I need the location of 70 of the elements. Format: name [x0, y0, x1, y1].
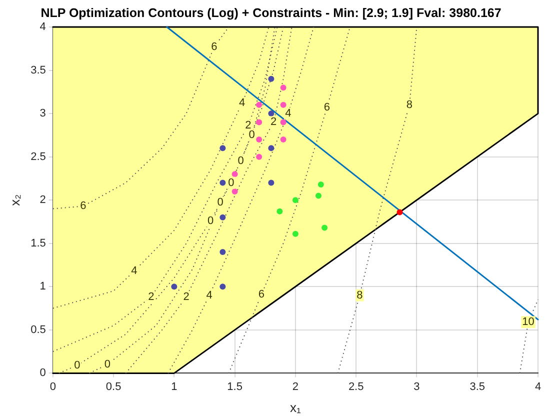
point	[268, 145, 274, 152]
y-tick-label: 4	[40, 21, 46, 34]
y-tick-label: 3	[40, 108, 46, 120]
point	[256, 136, 262, 143]
y-tick-label: 1	[40, 280, 46, 293]
line-series	[52, 26, 270, 309]
point	[280, 119, 286, 126]
x-tick-label: 2	[292, 380, 299, 393]
y-tick-label: 3.5	[30, 64, 46, 76]
point	[318, 182, 324, 188]
annotation: 4	[206, 289, 212, 302]
point	[171, 284, 178, 290]
point	[220, 145, 226, 152]
x-tick-label: 0	[50, 380, 56, 393]
y-axis-title: x₂	[7, 194, 22, 206]
annotation: 4	[131, 265, 138, 278]
y-tick-label: 1.5	[30, 237, 46, 250]
point	[280, 84, 286, 91]
x-tick-label: 3	[414, 380, 420, 393]
x-tick-label: 2.5	[348, 380, 364, 393]
annotation: 6	[211, 40, 218, 53]
y-tick-label: 2	[40, 194, 46, 206]
x-tick-label: 0.5	[106, 380, 122, 393]
point	[268, 180, 274, 186]
x-tick-label: 1	[171, 380, 178, 393]
line-series	[125, 26, 292, 374]
point	[256, 102, 262, 108]
point	[268, 110, 274, 117]
y-tick-label: 2.5	[30, 150, 46, 163]
annotation: 10	[522, 316, 534, 328]
y-tick-label: 0	[40, 367, 46, 380]
point	[232, 188, 238, 194]
point	[396, 209, 403, 216]
annotation: 0	[248, 129, 255, 142]
point	[220, 284, 226, 290]
point	[292, 197, 298, 204]
point	[268, 76, 274, 82]
y-tick-label: 0.5	[30, 324, 46, 336]
annotation: 2	[270, 116, 277, 128]
point	[315, 192, 322, 199]
line-series	[168, 26, 314, 374]
point	[232, 171, 238, 178]
annotation: 6	[80, 200, 86, 212]
x-tick-label: 4	[534, 380, 542, 393]
point	[220, 249, 226, 256]
point	[280, 136, 286, 143]
point	[256, 154, 262, 160]
annotation: 2	[245, 120, 252, 132]
annotation: 0	[104, 358, 111, 371]
x-tick-label: 3.5	[470, 380, 486, 393]
annotation: 2	[148, 291, 154, 304]
annotation: 2	[183, 291, 190, 304]
annotation: 0	[228, 176, 234, 189]
x-tick-label: 1.5	[227, 380, 242, 393]
x-axis-title: x₁	[290, 400, 302, 415]
point	[292, 230, 298, 237]
point	[256, 119, 262, 126]
point	[220, 214, 226, 220]
point	[220, 180, 226, 186]
annotation: 6	[258, 288, 265, 300]
chart-title: NLP Optimization Contours (Log) + Constraints - Min: [2.9; 1.9] Fval: 3980.167	[40, 6, 502, 20]
point	[280, 102, 286, 108]
annotation: 4	[239, 97, 246, 110]
point	[322, 224, 328, 231]
annotation: 8	[406, 98, 413, 111]
point	[276, 208, 283, 214]
line-series	[228, 26, 351, 374]
annotation: 0	[207, 214, 214, 227]
annotation: 0	[74, 359, 80, 372]
annotation: 6	[324, 102, 330, 114]
